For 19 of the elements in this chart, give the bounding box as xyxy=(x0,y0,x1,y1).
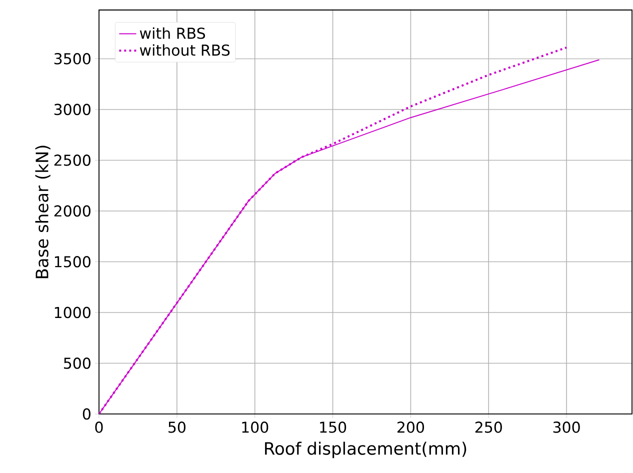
y-tick-label: 2500 xyxy=(54,154,90,166)
y-tick-label: 1500 xyxy=(54,256,90,268)
legend-label: with RBS xyxy=(140,27,206,39)
x-tick-label: 100 xyxy=(242,422,268,433)
x-tick-label: 250 xyxy=(475,422,502,433)
x-axis-title: Roof displacement(mm) xyxy=(265,442,466,458)
legend-label: without RBS xyxy=(140,44,230,56)
x-tick-label: 150 xyxy=(320,422,346,433)
y-tick-label: 2000 xyxy=(54,205,90,217)
y-tick-label: 0 xyxy=(82,408,90,420)
y-tick-label: 500 xyxy=(64,358,90,369)
y-axis-title: Base shear (kN) xyxy=(35,146,50,278)
x-tick-label: 50 xyxy=(168,422,186,433)
y-tick-label: 3000 xyxy=(54,104,90,116)
x-tick-label: 0 xyxy=(95,422,103,433)
y-tick-label: 3500 xyxy=(54,53,90,64)
y-tick-label: 1000 xyxy=(54,306,90,318)
x-tick-label: 300 xyxy=(553,422,580,433)
x-tick-label: 200 xyxy=(397,422,424,433)
